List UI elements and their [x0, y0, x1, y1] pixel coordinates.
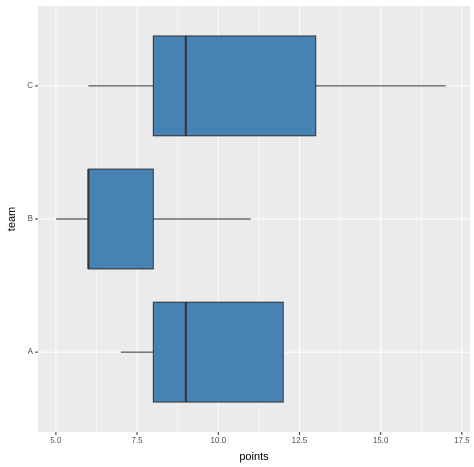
box	[152, 35, 317, 137]
y-tick-label: C	[27, 81, 33, 90]
x-tick-label: 10.0	[210, 436, 226, 445]
x-tick-label: 17.5	[454, 436, 470, 445]
x-tick-label: 12.5	[292, 436, 308, 445]
y-tick-label: A	[28, 347, 34, 356]
y-tick-label: B	[28, 214, 33, 223]
box	[152, 301, 284, 403]
x-axis-title: points	[239, 451, 269, 463]
x-tick-label: 5.0	[50, 436, 62, 445]
x-tick-label: 15.0	[373, 436, 389, 445]
y-axis-title: team	[6, 207, 18, 231]
x-tick-label: 7.5	[132, 436, 144, 445]
box	[87, 168, 154, 270]
